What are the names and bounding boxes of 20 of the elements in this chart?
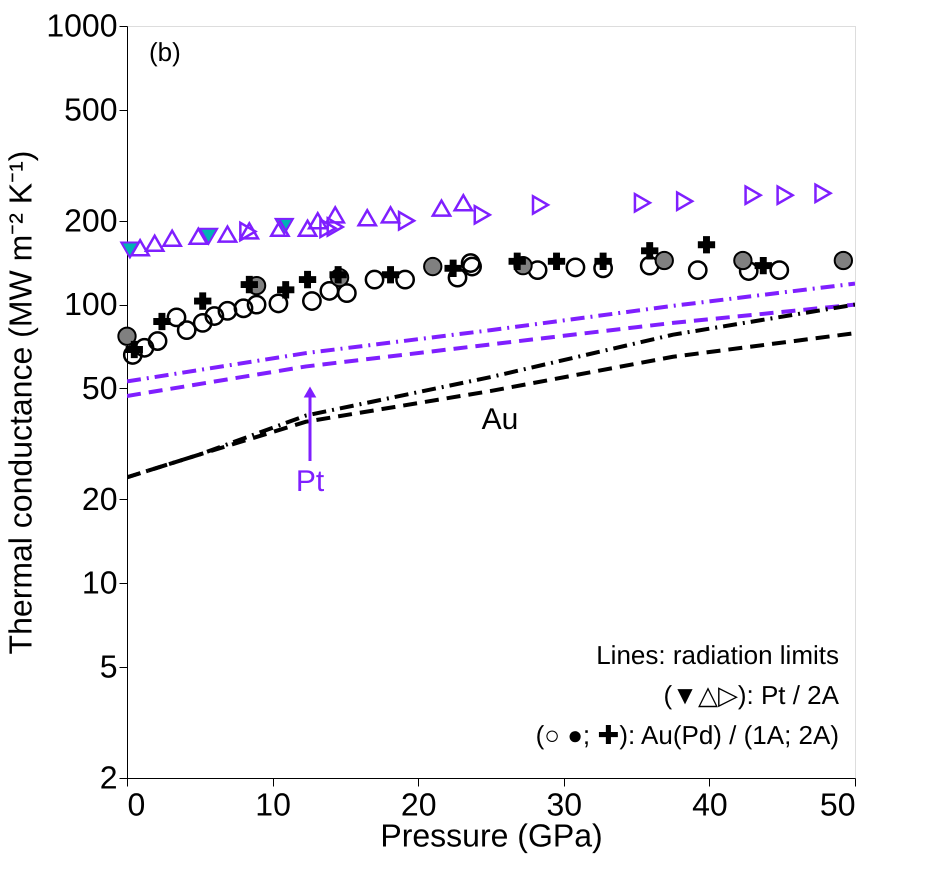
y-tick-label: 2: [100, 760, 118, 796]
annotation: Pt: [296, 465, 325, 498]
y-tick-label: 200: [64, 202, 118, 238]
y-tick-label: 100: [64, 286, 118, 322]
y-tick-label: 500: [64, 91, 118, 128]
annotation: (▼△▷): Pt / 2A: [663, 680, 840, 710]
y-tick-label: 5: [100, 648, 118, 685]
y-tick-label: 10: [82, 564, 118, 601]
annotation: (b): [149, 37, 181, 67]
y-tick-label: 20: [82, 480, 118, 517]
x-tick-label: 40: [692, 786, 728, 822]
y-tick-label: 1000: [46, 8, 118, 44]
x-tick-label: 0: [128, 786, 146, 822]
annotation: (○ ●; ✚): Au(Pd) / (1A; 2A): [536, 720, 839, 750]
y-tick-label: 50: [82, 370, 118, 406]
x-tick-label: 10: [255, 786, 291, 822]
annotation: Lines: radiation limits: [596, 640, 839, 670]
y-axis-title: Thermal conductance (MW m⁻² K⁻¹): [2, 150, 38, 654]
x-tick-label: 50: [820, 786, 856, 822]
annotation: Au: [482, 403, 518, 436]
